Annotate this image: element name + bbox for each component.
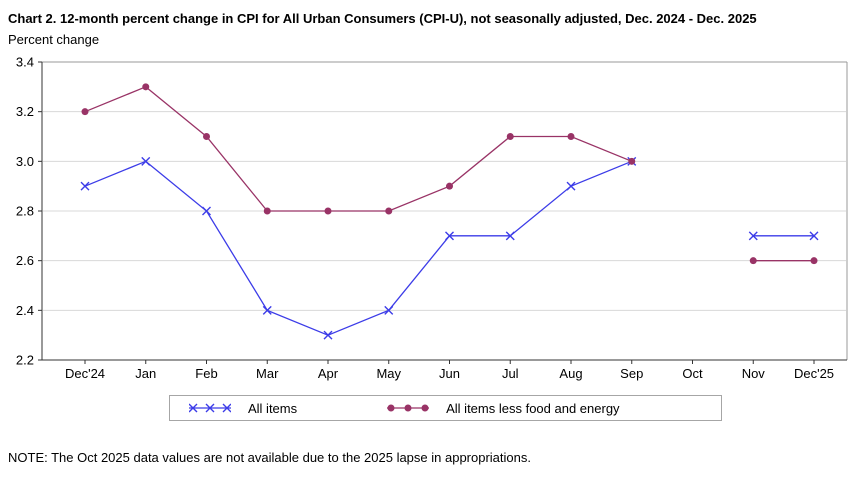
- x-tick-label: Feb: [195, 366, 217, 381]
- series-marker: [387, 404, 395, 412]
- x-tick-label: Aug: [559, 366, 582, 381]
- series-marker: [203, 133, 210, 140]
- chart-legend: All items All items less food and energy: [169, 395, 722, 421]
- series-marker: [446, 182, 453, 190]
- y-tick-label: 2.4: [16, 303, 34, 318]
- x-tick-label: Dec'24: [65, 366, 105, 381]
- legend-label-all-items: All items: [248, 400, 298, 416]
- series-marker: [202, 206, 211, 216]
- series-marker: [80, 181, 90, 191]
- series-marker: [810, 257, 818, 265]
- y-tick-label: 2.2: [16, 353, 34, 368]
- series-marker: [445, 231, 454, 241]
- series-marker: [809, 231, 819, 241]
- series-marker: [324, 207, 332, 215]
- series-marker: [323, 330, 333, 340]
- series-marker: [263, 207, 271, 215]
- y-tick-label: 3.2: [16, 104, 34, 119]
- series-marker: [142, 83, 150, 91]
- series-marker: [628, 157, 636, 165]
- x-tick-label: Sep: [620, 366, 643, 381]
- series-marker: [384, 305, 394, 315]
- series-marker: [505, 231, 515, 241]
- series-line: [84, 160, 632, 336]
- all-items-less-food-energy-legend-swatch-icon: [387, 404, 430, 412]
- series-marker: [506, 133, 514, 140]
- legend-label-all-items-less-food-energy: All items less food and energy: [446, 400, 620, 416]
- series-marker: [222, 403, 231, 413]
- chart-title: Chart 2. 12-month percent change in CPI …: [8, 11, 757, 26]
- series-marker: [748, 231, 758, 241]
- series-marker: [262, 305, 272, 315]
- y-tick-label: 3.0: [16, 154, 34, 169]
- x-tick-label: May: [376, 366, 401, 381]
- series-marker: [567, 133, 575, 140]
- series-marker: [189, 403, 198, 413]
- series-marker: [385, 207, 393, 215]
- series-marker: [81, 108, 89, 116]
- x-tick-label: Apr: [318, 366, 339, 381]
- y-tick-label: 3.4: [16, 55, 34, 70]
- series-marker: [205, 403, 215, 413]
- all-items-legend-swatch-icon: [189, 403, 231, 413]
- x-tick-label: Jul: [502, 366, 519, 381]
- footnote: NOTE: The Oct 2025 data values are not a…: [8, 450, 531, 465]
- x-tick-label: Oct: [682, 366, 703, 381]
- series-marker: [749, 257, 757, 265]
- x-tick-label: Dec'25: [794, 366, 834, 381]
- x-tick-label: Jun: [439, 366, 460, 381]
- x-tick-label: Nov: [742, 366, 766, 381]
- y-axis-title: Percent change: [8, 32, 100, 47]
- y-tick-label: 2.8: [16, 204, 34, 219]
- x-tick-label: Mar: [256, 366, 279, 381]
- series-marker: [141, 156, 151, 166]
- series-marker: [566, 181, 576, 191]
- x-tick-label: Jan: [135, 366, 156, 381]
- series-marker: [421, 404, 429, 412]
- series-marker: [404, 404, 412, 412]
- y-tick-label: 2.6: [16, 253, 34, 268]
- series-line: [84, 86, 632, 212]
